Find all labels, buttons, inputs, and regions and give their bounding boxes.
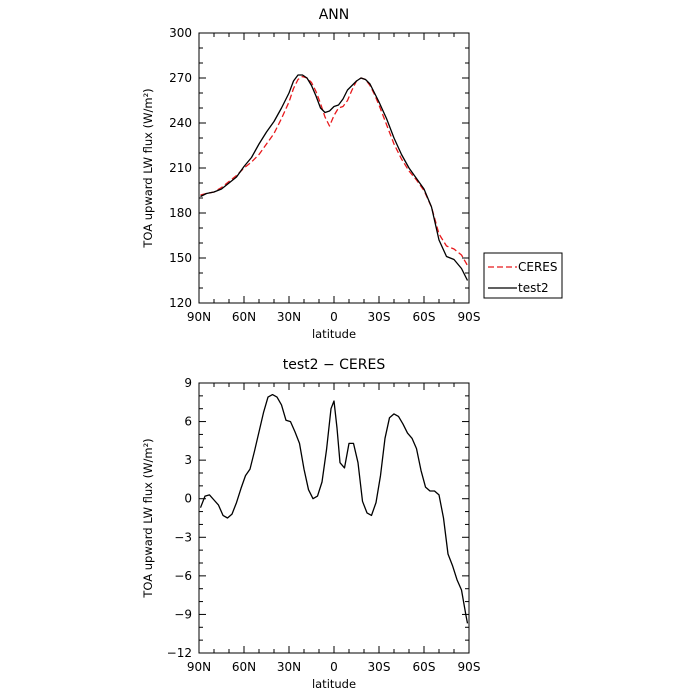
- plot-frame: [198, 32, 470, 304]
- y-tick-label: 6: [184, 415, 192, 429]
- x-axis-label: latitude: [312, 327, 356, 341]
- series-line-difference: [199, 393, 469, 624]
- x-tick-label: 0: [330, 310, 338, 324]
- series-line-test2: [200, 74, 469, 281]
- y-tick-label: 270: [169, 71, 192, 85]
- y-tick-label: 3: [184, 453, 192, 467]
- y-axis-label: TOA upward LW flux (W/m²): [141, 438, 155, 598]
- y-tick-label: 300: [169, 26, 192, 40]
- y-tick-label: −6: [174, 569, 192, 583]
- y-tick-label: 9: [184, 376, 192, 390]
- x-tick-label: 60S: [413, 660, 436, 674]
- y-tick-label: 240: [169, 116, 192, 130]
- x-tick-label: 30N: [277, 310, 301, 324]
- x-axis-label: latitude: [312, 677, 356, 691]
- y-tick-label: −12: [167, 646, 192, 660]
- x-tick-label: 90N: [187, 660, 211, 674]
- y-tick-label: 0: [184, 492, 192, 506]
- chart-title: ANN: [319, 7, 350, 23]
- y-axis-label: TOA upward LW flux (W/m²): [141, 88, 155, 248]
- x-tick-label: 30S: [368, 310, 391, 324]
- legend: CERES test2: [483, 252, 563, 299]
- x-tick-label: 30N: [277, 660, 301, 674]
- x-tick-label: 60N: [232, 310, 256, 324]
- y-tick-label: 120: [169, 296, 192, 310]
- y-tick-label: 150: [169, 251, 192, 265]
- x-tick-label: 90S: [458, 660, 481, 674]
- chart-panel-1: ANN 90N 60N 30N 0 30S 60S 90S 120 150 180 210 240 270…: [141, 7, 563, 341]
- y-tick-label: 210: [169, 161, 192, 175]
- x-tick-label: 30S: [368, 660, 391, 674]
- chart-panel-2: test2 − CERES 90N 60N 30N 0 30S 60S 90S −12 −9 −6 −…: [141, 357, 480, 691]
- x-tick-label: 90N: [187, 310, 211, 324]
- legend-box: [483, 252, 563, 299]
- series-line-ceres: [200, 75, 469, 266]
- x-tick-label: 60S: [413, 310, 436, 324]
- y-tick-label: −9: [174, 607, 192, 621]
- chart-title: test2 − CERES: [283, 357, 386, 373]
- x-tick-label: 90S: [458, 310, 481, 324]
- legend-label-test2: test2: [518, 281, 549, 295]
- y-tick-label: −3: [174, 530, 192, 544]
- legend-label-ceres: CERES: [518, 260, 558, 274]
- x-tick-label: 0: [330, 660, 338, 674]
- x-tick-label: 60N: [232, 660, 256, 674]
- plot-frame: [198, 382, 470, 654]
- y-tick-label: 180: [169, 206, 192, 220]
